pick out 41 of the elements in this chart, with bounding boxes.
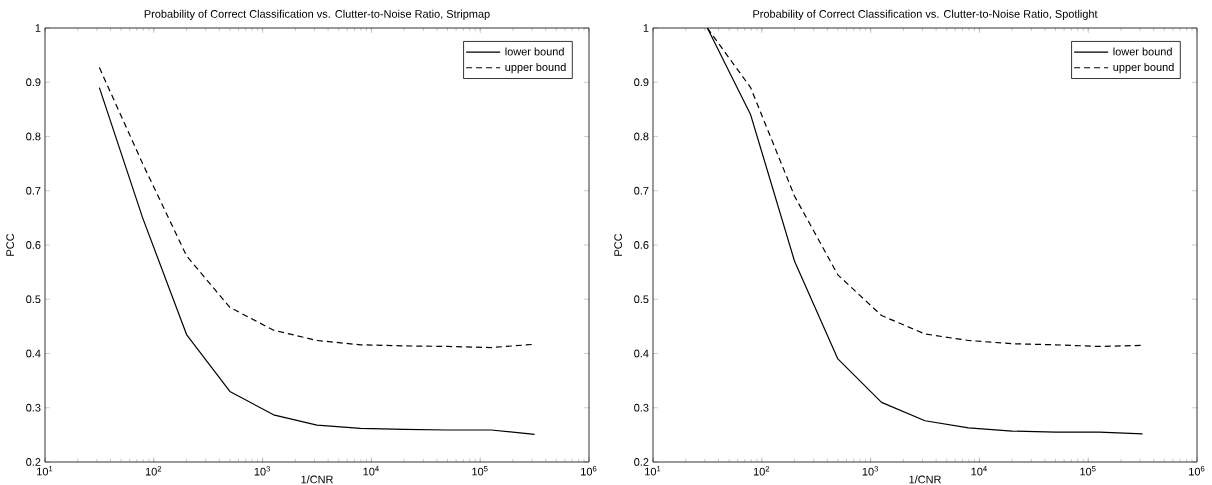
x-tick-label: 10$^{4}$: [971, 466, 987, 476]
y-tick-label: 0.2: [26, 458, 41, 466]
y-tick-label: 0.8: [634, 132, 649, 141]
legend-label: upper bound: [505, 62, 566, 74]
y-tick-label: 0.9: [634, 78, 649, 87]
y-tick-label: 1: [35, 24, 41, 32]
x-tick-label: 10$^{1}$: [645, 466, 661, 476]
x-tick-label: 10$^{2}$: [753, 466, 770, 476]
y-tick-label: 1: [643, 24, 649, 32]
y-tick-label: 0.4: [26, 349, 41, 358]
y-tick-label: 0.6: [26, 241, 41, 249]
y-axis-title: PCC: [614, 233, 623, 256]
y-tick-label: 0.6: [634, 241, 649, 249]
x-tick-label: 10$^{6}$: [1189, 466, 1205, 476]
y-tick-label: 0.8: [26, 132, 41, 141]
y-tick-label: 0.5: [634, 295, 649, 304]
x-tick-label: 10$^{2}$: [145, 466, 162, 476]
y-tick-label: 0.4: [634, 349, 649, 358]
line-series: [98, 87, 536, 435]
x-axis-title: 1/CNR: [909, 475, 941, 484]
x-tick-label: 10$^{4}$: [363, 466, 379, 476]
y-tick-label: 0.3: [26, 403, 41, 412]
x-tick-label: 10$^{3}$: [254, 466, 270, 476]
x-tick-label: 10$^{5}$: [1080, 466, 1096, 476]
y-tick-label: 0.9: [26, 78, 41, 87]
legend-label: lower bound: [1113, 47, 1172, 56]
y-tick-label: 0.3: [634, 403, 649, 412]
y-tick-label: 0.2: [634, 458, 649, 466]
y-tick-label: 0.5: [26, 295, 41, 304]
chart-title: Probability of Correct Classification vs. Clutter-to-Noise Ratio, Spotlight: [753, 9, 1098, 20]
y-tick-label: 0.7: [634, 186, 649, 195]
x-tick-label: 10$^{6}$: [581, 466, 597, 476]
chart-title: Probability of Correct Classification vs. Clutter-to-Noise Ratio, Stripmap: [144, 9, 490, 20]
x-tick-label: 10$^{5}$: [472, 466, 488, 476]
x-axis-title: 1/CNR: [301, 475, 333, 484]
x-tick-label: 10$^{3}$: [862, 466, 878, 476]
legend-label: upper bound: [1113, 62, 1174, 74]
legend-label: lower bound: [505, 47, 564, 56]
y-tick-label: 0.7: [26, 186, 41, 195]
x-tick-label: 10$^{1}$: [37, 466, 53, 476]
y-axis-title: PCC: [6, 233, 15, 256]
